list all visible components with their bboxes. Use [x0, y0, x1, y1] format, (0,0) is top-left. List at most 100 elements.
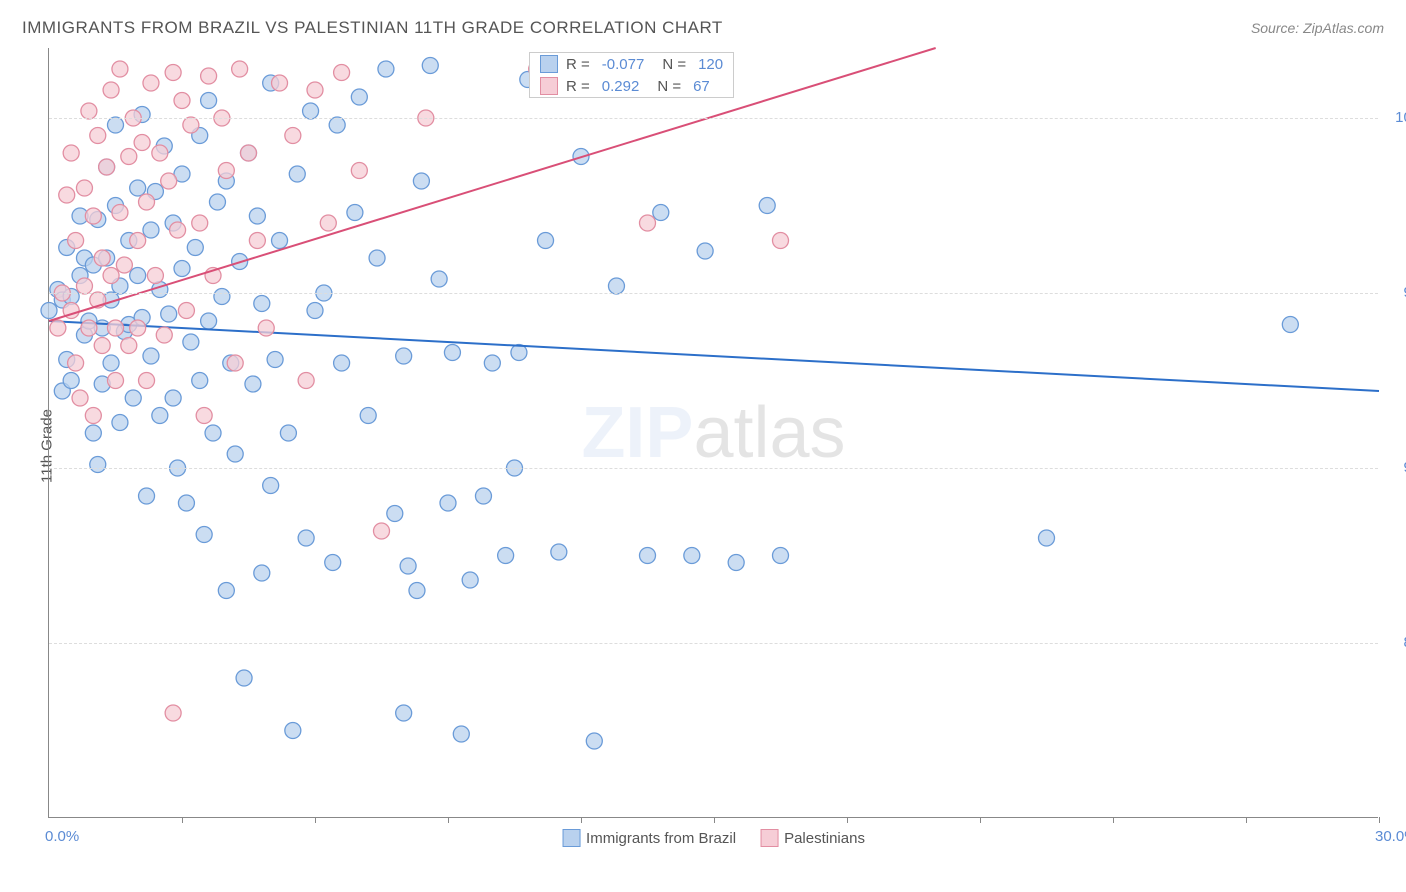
data-point	[112, 415, 128, 431]
x-tick-mark	[1379, 817, 1380, 823]
data-point	[218, 163, 234, 179]
x-tick-mark	[1246, 817, 1247, 823]
gridline	[49, 468, 1378, 469]
data-point	[152, 408, 168, 424]
data-point	[174, 261, 190, 277]
data-point	[139, 373, 155, 389]
chart-container: IMMIGRANTS FROM BRAZIL VS PALESTINIAN 11…	[0, 0, 1406, 892]
data-point	[329, 117, 345, 133]
data-point	[378, 61, 394, 77]
data-point	[413, 173, 429, 189]
data-point	[396, 705, 412, 721]
data-point	[116, 257, 132, 273]
data-point	[201, 313, 217, 329]
data-point	[360, 408, 376, 424]
data-point	[85, 208, 101, 224]
data-point	[112, 205, 128, 221]
legend-label: Immigrants from Brazil	[586, 830, 736, 847]
data-point	[63, 373, 79, 389]
data-point	[245, 376, 261, 392]
data-point	[209, 194, 225, 210]
data-point	[94, 338, 110, 354]
legend-swatch	[760, 829, 778, 847]
data-point	[165, 65, 181, 81]
data-point	[85, 408, 101, 424]
data-point	[103, 268, 119, 284]
data-point	[374, 523, 390, 539]
trend-line	[49, 48, 936, 321]
data-point	[196, 408, 212, 424]
data-point	[90, 128, 106, 144]
data-point	[298, 373, 314, 389]
data-point	[254, 565, 270, 581]
legend-item: Immigrants from Brazil	[562, 829, 736, 847]
gridline	[49, 643, 1378, 644]
stat-r-label: R =	[566, 56, 590, 73]
data-point	[773, 548, 789, 564]
data-point	[409, 583, 425, 599]
data-point	[156, 327, 172, 343]
data-point	[227, 446, 243, 462]
data-point	[325, 555, 341, 571]
data-point	[143, 75, 159, 91]
data-point	[462, 572, 478, 588]
data-point	[103, 82, 119, 98]
data-point	[192, 215, 208, 231]
data-point	[147, 268, 163, 284]
data-point	[108, 320, 124, 336]
x-tick-mark	[315, 817, 316, 823]
data-point	[192, 373, 208, 389]
stat-r-label: R =	[566, 78, 590, 95]
data-point	[50, 320, 66, 336]
data-point	[214, 289, 230, 305]
x-tick-mark	[1113, 817, 1114, 823]
x-tick-mark	[182, 817, 183, 823]
data-point	[267, 352, 283, 368]
data-point	[161, 173, 177, 189]
stat-n-value: 120	[698, 56, 723, 73]
x-tick-mark	[581, 817, 582, 823]
data-point	[653, 205, 669, 221]
data-point	[41, 303, 57, 319]
data-point	[183, 117, 199, 133]
stat-n-label: N =	[662, 56, 686, 73]
data-point	[108, 117, 124, 133]
data-point	[85, 425, 101, 441]
data-point	[183, 334, 199, 350]
data-point	[347, 205, 363, 221]
data-point	[773, 233, 789, 249]
data-point	[697, 243, 713, 259]
data-point	[640, 548, 656, 564]
chart-title: IMMIGRANTS FROM BRAZIL VS PALESTINIAN 11…	[22, 18, 723, 38]
data-point	[759, 198, 775, 214]
data-point	[187, 240, 203, 256]
data-point	[68, 355, 84, 371]
data-point	[130, 268, 146, 284]
data-point	[351, 89, 367, 105]
data-point	[272, 233, 288, 249]
data-point	[307, 303, 323, 319]
data-point	[249, 208, 265, 224]
stats-legend-row: R =-0.077N =120	[530, 53, 733, 75]
data-point	[728, 555, 744, 571]
data-point	[72, 390, 88, 406]
source-attribution: Source: ZipAtlas.com	[1251, 20, 1384, 36]
data-point	[272, 75, 288, 91]
data-point	[285, 128, 301, 144]
data-point	[63, 145, 79, 161]
data-point	[121, 149, 137, 165]
data-point	[130, 233, 146, 249]
data-point	[112, 61, 128, 77]
data-point	[108, 373, 124, 389]
data-point	[161, 306, 177, 322]
stats-legend: R =-0.077N =120R =0.292N =67	[529, 52, 734, 98]
data-point	[174, 93, 190, 109]
data-point	[241, 145, 257, 161]
data-point	[444, 345, 460, 361]
data-point	[258, 320, 274, 336]
legend-label: Palestinians	[784, 830, 865, 847]
data-point	[139, 488, 155, 504]
data-point	[152, 145, 168, 161]
data-point	[475, 488, 491, 504]
data-point	[201, 93, 217, 109]
